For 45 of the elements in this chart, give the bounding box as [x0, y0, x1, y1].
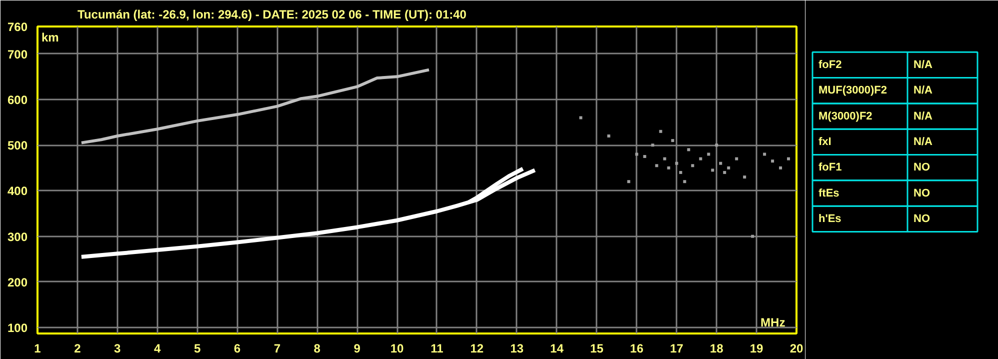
y-tick-label: 300: [7, 230, 28, 244]
x-axis-title: MHz: [760, 316, 786, 330]
text: NO: [914, 187, 930, 200]
x-tick-label: 17: [670, 342, 684, 356]
x-tick-label: 7: [274, 342, 281, 356]
x-tick-label: 9: [354, 342, 361, 356]
x-tick-label: 18: [710, 342, 724, 356]
x-tick-label: 6: [234, 342, 241, 356]
x-tick-label: 4: [154, 342, 162, 356]
y-tick-label: 200: [7, 275, 28, 290]
y-tick-label: 700: [7, 47, 28, 62]
x-tick-label: 19: [750, 342, 764, 356]
x-tick-label: 16: [630, 342, 644, 356]
x-tick-label: 20: [790, 342, 804, 356]
x-tick-label: 1: [34, 342, 42, 356]
text: N/A: [914, 110, 932, 122]
text: fxI: [818, 136, 832, 148]
x-tick-label: 13: [510, 342, 524, 356]
text: ftEs: [818, 187, 840, 200]
text: foF2: [818, 58, 842, 71]
text: NO: [914, 162, 930, 174]
y-tick-label: 400: [7, 184, 28, 198]
text: M(3000)F2: [818, 110, 872, 122]
x-tick-label: 12: [470, 342, 484, 356]
text: h'Es: [818, 212, 842, 225]
x-tick-label: 14: [550, 342, 564, 356]
y-axis-title: km: [41, 30, 59, 45]
x-tick-label: 5: [194, 342, 201, 356]
text: foF1: [818, 162, 842, 174]
chart-title: Tucumán (lat: -26.9, lon: 294.6) - DATE: 2025 02 06 - TIME (UT): 01:40: [78, 8, 467, 22]
text: MUF(3000)F2: [818, 84, 887, 97]
text: N/A: [914, 136, 932, 148]
x-tick-label: 8: [314, 342, 321, 356]
x-tick-label: 11: [430, 342, 444, 356]
x-tick-label: 10: [390, 342, 404, 356]
text: N/A: [914, 58, 932, 71]
x-tick-label: 15: [590, 342, 604, 356]
x-tick-label: 2: [74, 342, 82, 356]
text: N/A: [914, 84, 932, 97]
y-tick-label: 500: [7, 138, 28, 153]
y-tick-label: 760: [7, 20, 28, 34]
text: NO: [914, 212, 930, 225]
y-tick-label: 600: [7, 92, 28, 107]
x-tick-label: 3: [114, 342, 122, 356]
y-tick-label: 100: [7, 321, 28, 336]
